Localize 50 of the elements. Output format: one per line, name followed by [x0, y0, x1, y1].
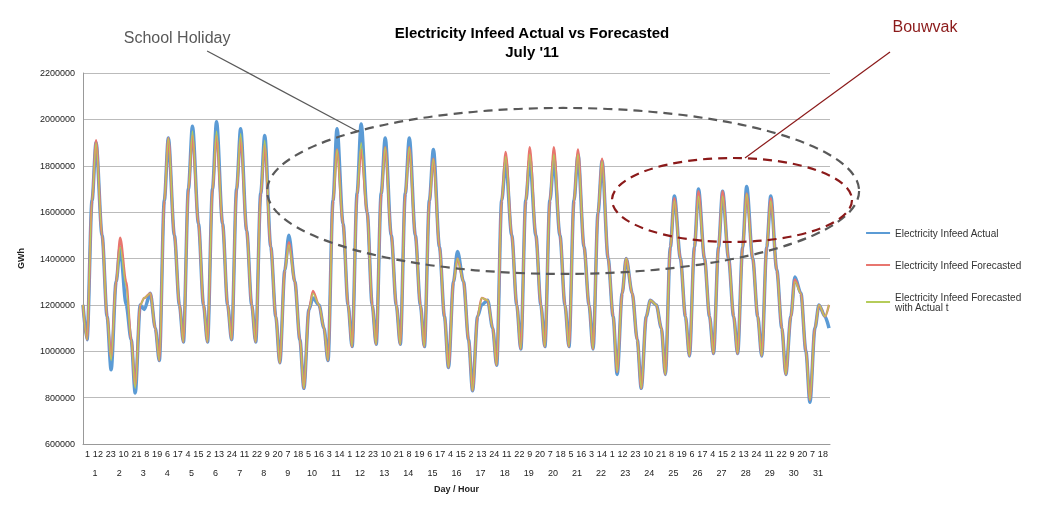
x-tick-label: 10	[306, 467, 317, 478]
x-tick-label: 29	[764, 467, 775, 478]
y-tick-label: 2200000	[39, 68, 75, 78]
legend-label: Electricity Infeed Actual	[895, 227, 999, 239]
x-tick-label: 23	[620, 467, 631, 478]
x-tick-label: 4	[164, 467, 170, 478]
y-tick-label: 2000000	[39, 114, 75, 125]
text: Bouwvak	[892, 18, 959, 36]
y-tick-label: 1000000	[39, 346, 75, 357]
x-tick-label: 25	[668, 467, 679, 478]
y-tick-label: 1600000	[39, 207, 75, 218]
x-tick-label: 31	[812, 467, 823, 478]
x-axis-title: Day / Hour	[433, 483, 480, 494]
x-tick-label: 11	[331, 467, 341, 478]
x-tick-label: 8	[261, 467, 267, 478]
x-tick-label: 24	[644, 467, 655, 478]
x-tick-label: 3	[140, 467, 146, 478]
x-tick-label: 12	[355, 467, 366, 478]
x-tick-label: 26	[692, 467, 703, 478]
x-tick-label: 14	[403, 467, 414, 478]
x-tick-label: 27	[716, 467, 727, 478]
x-tick-label: 17	[475, 467, 486, 478]
y-tick-label: 1200000	[39, 299, 75, 310]
x-tick-label: 2	[116, 467, 122, 478]
y-tick-label: 1400000	[39, 253, 75, 264]
y-tick-label: 800000	[44, 392, 75, 403]
x-tick-label: 1	[92, 467, 98, 478]
x-tick-label: 15	[427, 467, 438, 478]
x-tick-label: 5	[188, 467, 194, 478]
x-tick-label: 28	[740, 467, 751, 478]
x-tick-label: 20	[547, 467, 558, 478]
x-tick-label: 18	[499, 467, 510, 478]
annotation: School Holiday	[123, 29, 231, 47]
legend-label: Electricity Infeed Forecasted with Actual t	[894, 291, 1025, 313]
x-tick-label: 22	[596, 467, 607, 478]
chart-subtitle: July '11	[505, 43, 559, 60]
y-tick-label: 600000	[44, 439, 75, 449]
legend-label: Electricity Infeed Forecasted	[895, 259, 1022, 271]
chart-title: Electricity Infeed Actual vs Forecasted	[394, 24, 670, 41]
x-tick-label: 16	[451, 467, 462, 478]
x-tick-label: 13	[379, 467, 390, 478]
x-tick-label: 9	[285, 467, 291, 478]
text: 1 12 23 10 21 8 19 6 17 4 15 2 13 24 11 22 9 20 7 18 5 16 3 14 1 12 23 10 21 8 19 6 17 4 15 2 13 24 11 22 9 20 7 18 5 16 3 14 1 12 23 10 21 8 19 6 17 4 15 2 13 24 11 22 9 20 7 18	[85, 449, 828, 460]
x-tick-label: 7	[237, 467, 243, 478]
y-tick-label: 1800000	[39, 160, 75, 171]
x-tick-label: 21	[571, 467, 582, 478]
y-axis-title: GWh	[15, 248, 26, 269]
x-tick-label: 19	[523, 467, 534, 478]
x-tick-label: 6	[213, 467, 219, 478]
x-tick-label: 30	[788, 467, 799, 478]
